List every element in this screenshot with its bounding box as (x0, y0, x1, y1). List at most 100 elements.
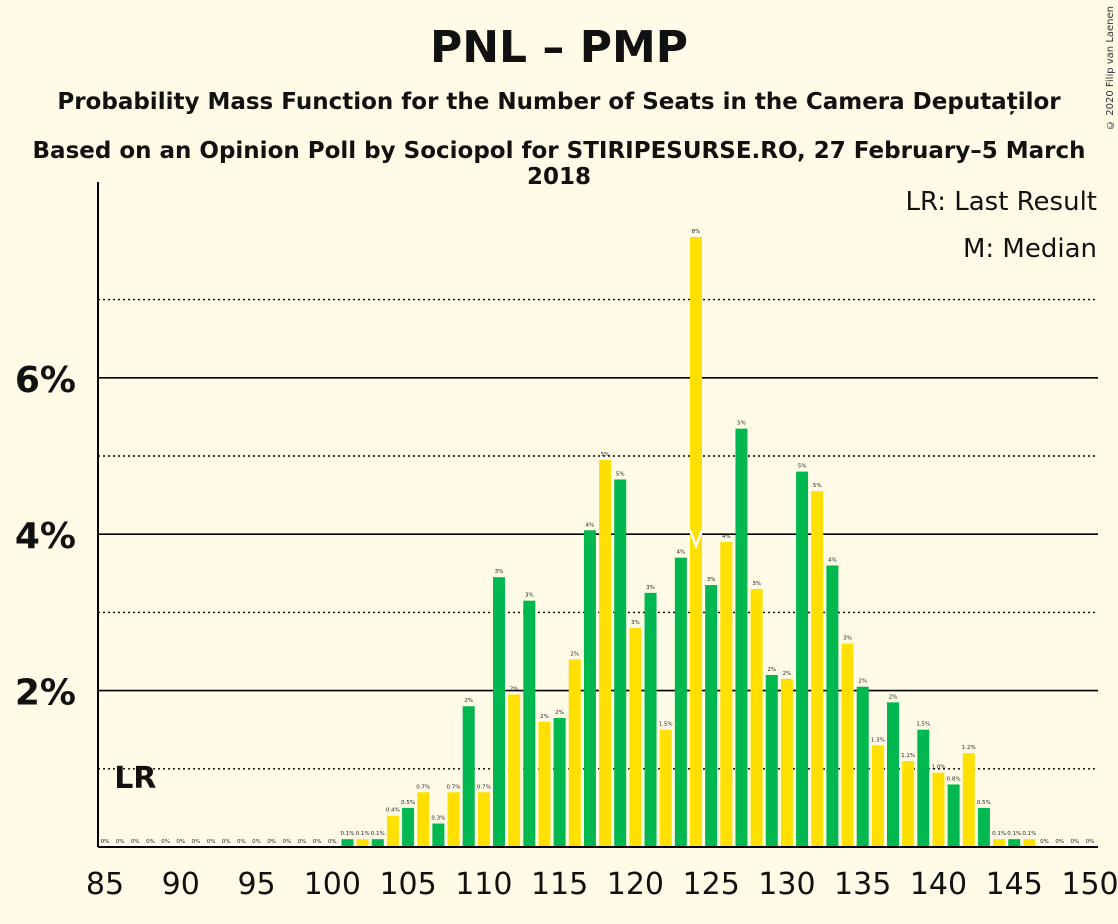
data-label-seat-146: 0.1% (1022, 831, 1036, 837)
bar-seat-121 (644, 592, 657, 847)
bar-seat-123 (674, 557, 687, 847)
bar-seat-120 (629, 628, 642, 847)
bar-seat-126 (720, 542, 733, 847)
data-label-seat-103: 0.1% (371, 831, 385, 837)
data-label-seat-134: 3% (843, 636, 852, 642)
data-label-seat-116: 2% (570, 651, 579, 657)
bar-seat-107 (432, 823, 445, 847)
data-label-seat-149: 0% (1070, 839, 1079, 845)
median-marker (688, 529, 704, 550)
data-label-seat-137: 2% (889, 694, 898, 700)
bar-seat-136 (871, 745, 884, 847)
x-tick-label: 125 (683, 867, 740, 902)
bar-seat-141 (947, 784, 960, 847)
bar-seat-142 (962, 753, 975, 847)
data-label-seat-128: 3% (752, 581, 761, 587)
bar-seat-125 (705, 585, 718, 847)
bar-seat-127 (735, 428, 748, 847)
x-tick-label: 135 (834, 867, 891, 902)
data-label-seat-142: 1.2% (962, 745, 976, 751)
bar-seat-131 (796, 471, 809, 847)
bar-seat-117 (583, 530, 596, 847)
bar-seat-140 (932, 772, 945, 847)
data-label-seat-95: 0% (252, 839, 261, 845)
data-label-seat-107: 0.3% (431, 816, 445, 822)
data-label-seat-109: 2% (464, 698, 473, 704)
legend-last-result: LR: Last Result (905, 187, 1097, 217)
bar-seat-106 (417, 792, 430, 847)
data-label-seat-117: 4% (586, 522, 595, 528)
data-label-seat-86: 0% (116, 839, 125, 845)
bar-seat-114 (538, 721, 551, 847)
legend-median: M: Median (963, 234, 1097, 264)
data-label-seat-121: 3% (646, 585, 655, 591)
data-label-seat-102: 0.1% (356, 831, 370, 837)
bar-seat-113 (523, 600, 536, 847)
data-label-seat-113: 3% (525, 593, 534, 599)
x-tick-label: 95 (237, 867, 275, 902)
data-label-seat-92: 0% (207, 839, 216, 845)
data-label-seat-140: 1.0% (931, 765, 945, 771)
bar-seat-101 (341, 839, 354, 847)
data-label-seat-150: 0% (1086, 839, 1095, 845)
data-label-seat-104: 0.4% (386, 808, 400, 814)
bar-seat-103 (371, 839, 384, 847)
bar-seat-137 (887, 702, 899, 847)
x-tick-label: 120 (607, 867, 664, 902)
bar-seat-110 (477, 792, 490, 847)
bar-seat-119 (614, 479, 627, 847)
x-tick-label: 140 (910, 867, 967, 902)
data-label-seat-85: 0% (101, 839, 110, 845)
y-tick-label: 2% (15, 673, 76, 714)
bar-seat-124 (690, 237, 702, 848)
bar-seat-135 (856, 686, 869, 847)
bar-seat-122 (659, 729, 672, 847)
bar-seat-111 (493, 577, 505, 847)
data-label-seat-123: 4% (676, 550, 685, 556)
x-tick-label: 90 (162, 867, 200, 902)
bar-seat-130 (780, 678, 793, 847)
data-label-seat-96: 0% (267, 839, 276, 845)
bar-seat-138 (902, 760, 915, 847)
data-label-seat-110: 0.7% (477, 784, 491, 790)
data-label-seat-101: 0.1% (340, 831, 354, 837)
chart-title: PNL – PMP (429, 22, 689, 73)
data-label-seat-106: 0.7% (416, 784, 430, 790)
bar-seat-139 (917, 729, 930, 847)
x-tick-label: 115 (531, 867, 588, 902)
data-label-seat-132: 5% (813, 483, 822, 489)
data-label-seat-120: 3% (631, 620, 640, 626)
data-label-seat-97: 0% (282, 839, 291, 845)
data-label-seat-148: 0% (1055, 839, 1064, 845)
bar-seat-118 (599, 459, 612, 847)
data-label-seat-135: 2% (858, 679, 867, 685)
data-label-seat-118: 5% (601, 452, 610, 458)
data-label-seat-131: 5% (798, 464, 807, 470)
bar-seat-116 (568, 659, 581, 847)
bar-seat-102 (356, 839, 369, 847)
data-label-seat-112: 2% (510, 687, 519, 693)
bar-seat-108 (447, 792, 460, 847)
data-label-seat-90: 0% (176, 839, 185, 845)
bar-seat-104 (386, 815, 399, 847)
data-label-seat-130: 2% (783, 671, 792, 677)
data-label-seat-144: 0.1% (992, 831, 1006, 837)
data-label-seat-119: 5% (616, 471, 625, 477)
data-label-seat-88: 0% (146, 839, 155, 845)
data-label-seat-89: 0% (161, 839, 170, 845)
data-label-seat-111: 3% (495, 569, 504, 575)
bar-seat-128 (750, 588, 763, 847)
data-label-seat-105: 0.5% (401, 800, 415, 806)
data-label-seat-100: 0% (328, 839, 337, 845)
bar-seat-145 (1008, 839, 1021, 847)
data-label-seat-133: 4% (828, 557, 837, 563)
data-label-seat-115: 2% (555, 710, 564, 716)
chart-source: Based on an Opinion Poll by Sociopol for… (32, 138, 1086, 190)
data-label-seat-141: 0.8% (947, 776, 961, 782)
y-tick-label: 6% (15, 360, 76, 401)
data-label-seat-129: 2% (767, 667, 776, 673)
data-label-seat-93: 0% (222, 839, 231, 845)
bar-seat-105 (402, 807, 415, 847)
x-tick-label: 130 (758, 867, 815, 902)
